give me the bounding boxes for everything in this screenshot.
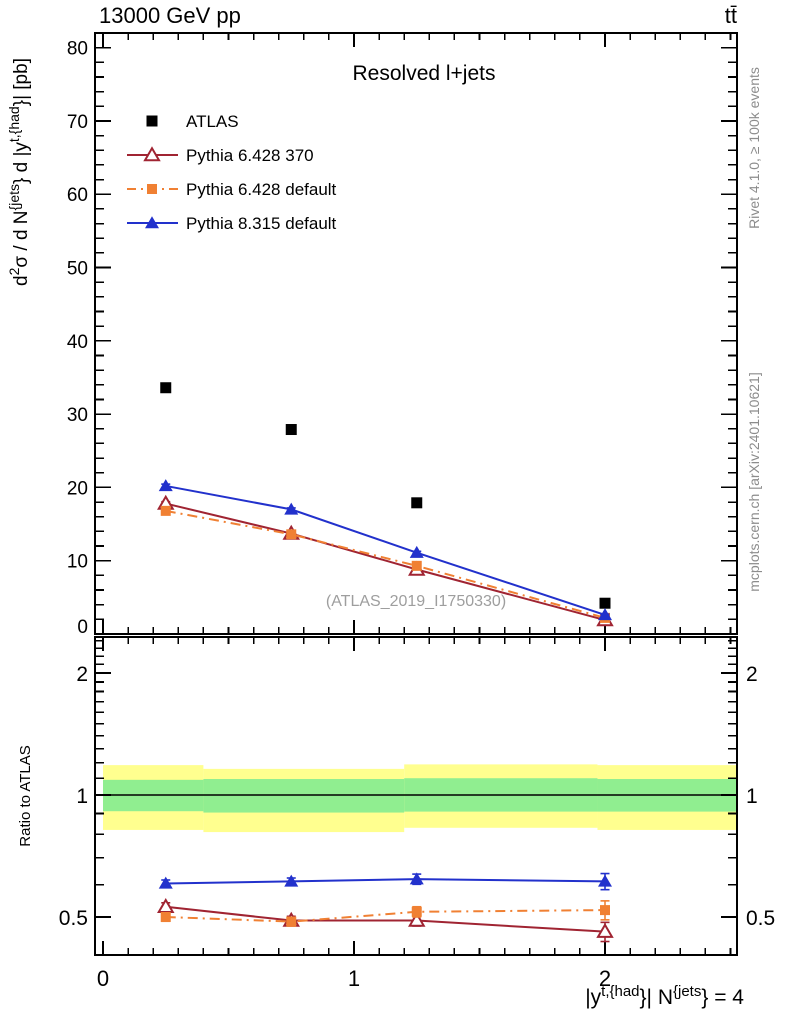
main-y-tick-label: 70: [67, 112, 88, 133]
series-pythia-8-315-default: [158, 872, 612, 891]
data-point-marker: [598, 608, 612, 621]
analysis-watermark: (ATLAS_2019_I1750330): [326, 593, 506, 610]
series-pythia-8-315-default: [158, 479, 612, 621]
data-point-marker: [286, 529, 297, 540]
data-point-marker: [158, 876, 173, 889]
data-point-marker: [284, 502, 299, 515]
data-point-marker: [158, 479, 173, 492]
ratio-y-tick-label-right: 1: [746, 785, 758, 808]
header-beam-energy: 13000 GeV pp: [99, 3, 241, 28]
main-y-tick-label: 0: [77, 617, 88, 638]
main-y-axis-title: d2σ / d N{jets} d |yt,{had}| [pb]: [6, 58, 32, 286]
series-atlas: [160, 382, 611, 609]
series-line: [165, 502, 606, 622]
series-pythia-6-428-default: [160, 900, 610, 927]
data-point-marker: [596, 922, 614, 938]
rivet-version-credit: Rivet 4.1.0, ≥ 100k events: [746, 67, 762, 229]
series-line: [165, 484, 606, 616]
data-point-marker: [286, 916, 297, 927]
data-point-marker: [146, 115, 158, 127]
data-point-marker: [160, 912, 171, 922]
legend-label: Pythia 8.315 default: [186, 214, 337, 233]
legend-item: Pythia 6.428 370: [127, 146, 314, 165]
ratio-y-tick-label: 0.5: [59, 907, 88, 930]
data-point-marker: [408, 911, 426, 927]
main-y-tick-label: 50: [67, 259, 88, 280]
data-point-marker: [598, 874, 612, 887]
data-point-marker: [411, 560, 422, 571]
legend-label: Pythia 6.428 370: [186, 146, 314, 165]
legend-item: ATLAS: [146, 112, 239, 131]
x-tick-label: 0: [97, 966, 109, 991]
main-y-tick-label: 40: [67, 332, 88, 353]
main-y-tick-label: 60: [67, 185, 88, 206]
data-point-marker: [600, 905, 610, 916]
x-tick-label: 2: [599, 966, 611, 991]
ratio-y-tick-label: 1: [76, 785, 88, 808]
data-point-marker: [160, 505, 171, 516]
ratio-y-tick-label-right: 2: [746, 663, 758, 686]
ratio-y-tick-label: 2: [76, 663, 88, 686]
series-line: [165, 878, 606, 885]
data-point-marker: [145, 216, 159, 229]
main-y-tick-label: 10: [67, 552, 88, 573]
legend-item: Pythia 8.315 default: [127, 214, 337, 233]
data-point-marker: [285, 424, 297, 436]
ratio-panel-series: [157, 872, 614, 943]
axis-tick-labels: 0 10 20 30 40 50 60 70 80 0 1 2 0.5 0.5 1 1 2 2: [59, 39, 775, 991]
data-point-marker: [411, 906, 422, 917]
series-line: [165, 509, 606, 619]
series-pythia-6-428-370: [157, 897, 614, 943]
main-y-tick-label: 80: [67, 39, 88, 60]
data-point-marker: [409, 545, 424, 558]
main-panel-series: [157, 382, 614, 627]
data-point-marker: [284, 874, 299, 887]
data-point-marker: [157, 897, 175, 913]
legend-label: ATLAS: [186, 112, 239, 131]
panel-title: Resolved l+jets: [353, 62, 496, 85]
main-y-tick-label: 20: [67, 478, 88, 499]
x-axis-title: |yt,{had}| N{jets} = 4: [585, 983, 744, 1009]
series-line: [165, 909, 606, 923]
ratio-y-axis-title: Ratio to ATLAS: [17, 745, 34, 846]
ratio-panel-frame: [94, 636, 738, 956]
data-point-marker: [599, 597, 611, 609]
x-tick-label: 1: [348, 966, 360, 991]
ratio-y-tick-label-right: 0.5: [746, 907, 775, 930]
legend-label: Pythia 6.428 default: [186, 180, 337, 199]
main-y-tick-label: 30: [67, 405, 88, 426]
data-point-marker: [409, 872, 424, 885]
legend: ATLAS Pythia 6.428 370 Pythia 6.428 defaul…: [127, 112, 337, 233]
main-panel-frame: [94, 32, 738, 635]
legend-item: Pythia 6.428 default: [127, 180, 337, 199]
uncertainty-bands: [95, 764, 738, 833]
data-point-marker: [143, 146, 161, 162]
data-point-marker: [160, 382, 172, 394]
data-point-marker: [147, 184, 157, 194]
green-uncertainty-band: [203, 779, 405, 813]
mcplots-credit: mcplots.cern.ch [arXiv:2401.10621]: [746, 372, 762, 591]
data-point-marker: [411, 497, 423, 509]
header-process: tt̄: [725, 3, 737, 28]
axis-ticks: [95, 33, 737, 955]
series-line: [165, 905, 606, 933]
